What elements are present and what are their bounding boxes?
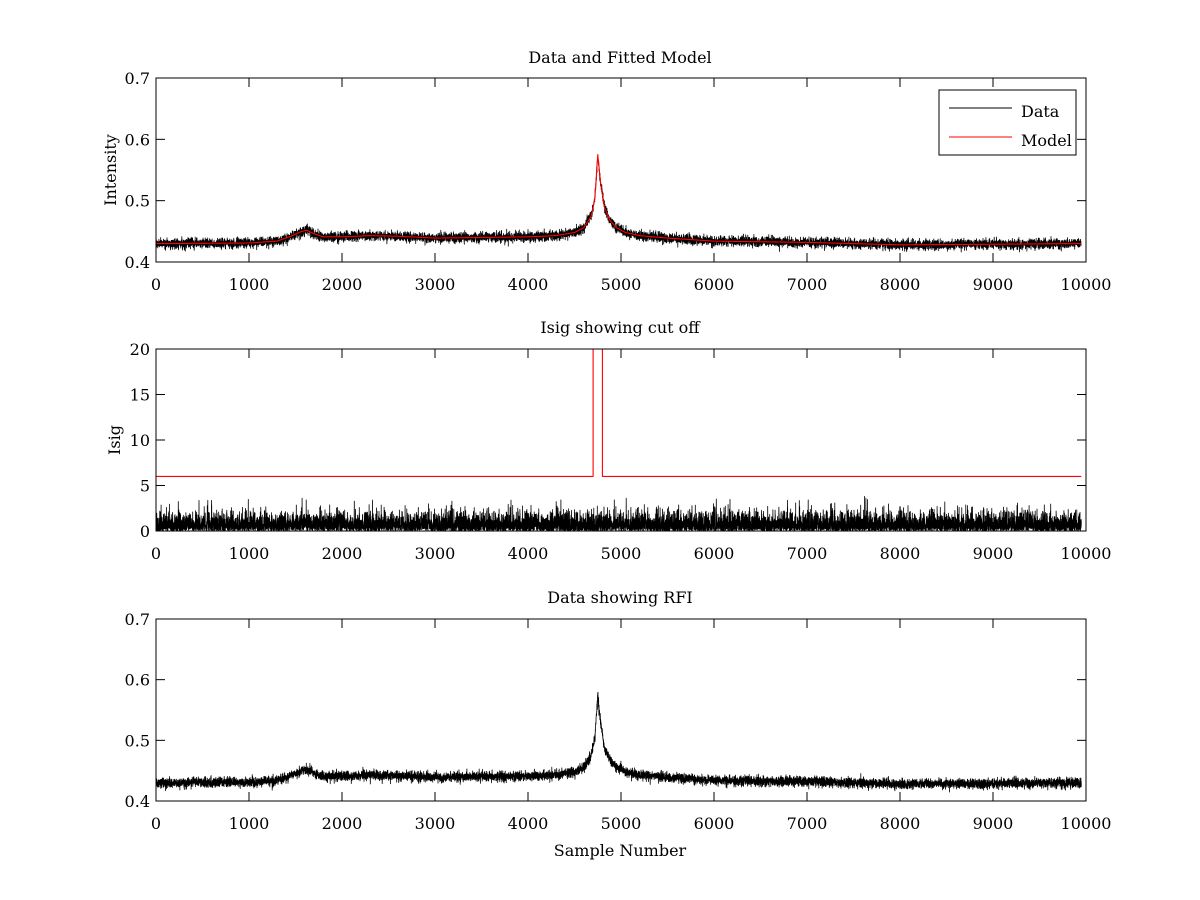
x-tick-label: 2000 — [322, 814, 363, 833]
panel-3-title: Data showing RFI — [547, 588, 692, 607]
x-tick-label: 5000 — [601, 544, 642, 563]
x-tick-label: 6000 — [694, 275, 735, 294]
y-tick-label: 10 — [130, 431, 150, 450]
panel-1-plot-area: 0 1000 2000 3000 4000 5000 6000 7000 8000 9000 100… — [125, 69, 1112, 294]
x-tick-label: 7000 — [787, 544, 828, 563]
panel-2-plot-area: 0 1000 2000 3000 4000 5000 6000 7000 8000 9000 100… — [130, 340, 1112, 563]
x-tick-label: 9000 — [973, 275, 1014, 294]
x-tick-label: 4000 — [508, 814, 549, 833]
panel-data-showing-rfi: Data showing RFI Sample Number 0 1000 2000… — [125, 588, 1112, 860]
x-tick-label: 9000 — [973, 544, 1014, 563]
panel-1-title: Data and Fitted Model — [528, 48, 711, 67]
x-tick-label: 7000 — [787, 275, 828, 294]
x-tick-label: 8000 — [880, 275, 921, 294]
x-tick-label: 10000 — [1061, 275, 1112, 294]
legend-box — [938, 89, 1077, 156]
x-tick-label: 2000 — [322, 275, 363, 294]
y-tick-label: 0 — [140, 522, 150, 541]
legend-label-model: Model — [1021, 131, 1072, 150]
x-tick-label: 6000 — [694, 544, 735, 563]
y-tick-label: 0.6 — [125, 671, 150, 690]
x-tick-label: 8000 — [880, 814, 921, 833]
panel-2-series-cut-off — [156, 349, 1082, 477]
x-tick-label: 4000 — [508, 275, 549, 294]
x-tick-label: 1000 — [229, 544, 270, 563]
panel-2-title: Isig showing cut off — [540, 318, 701, 337]
legend: Data Model — [938, 89, 1077, 156]
panel-data-and-fitted-model: Data and Fitted Model Intensity 0 1000 200… — [101, 48, 1111, 294]
x-tick-label: 2000 — [322, 544, 363, 563]
y-tick-label: 0.5 — [125, 731, 150, 750]
y-tick-label: 20 — [130, 340, 150, 359]
y-tick-label: 0.5 — [125, 192, 150, 211]
panel-3-series-group — [156, 691, 1082, 793]
panel-2-series-group — [156, 349, 1082, 531]
panel-2-ylabel: Isig — [105, 425, 124, 455]
x-tick-label: 0 — [151, 814, 161, 833]
x-tick-label: 1000 — [229, 814, 270, 833]
y-tick-label: 0.4 — [125, 792, 150, 811]
y-tick-label: 0.6 — [125, 130, 150, 149]
x-tick-label: 8000 — [880, 544, 921, 563]
y-tick-label: 15 — [130, 386, 150, 405]
panel-3-plot-area: 0 1000 2000 3000 4000 5000 6000 7000 8000 9000 100… — [125, 610, 1112, 833]
x-tick-label: 5000 — [601, 275, 642, 294]
legend-label-data: Data — [1021, 102, 1060, 121]
panel-2-series-isig — [156, 496, 1082, 531]
x-tick-label: 10000 — [1061, 544, 1112, 563]
x-tick-label: 3000 — [415, 814, 456, 833]
y-tick-label: 0.7 — [125, 610, 150, 629]
x-tick-label: 4000 — [508, 544, 549, 563]
panel-1-ylabel: Intensity — [101, 134, 120, 206]
x-tick-label: 0 — [151, 544, 161, 563]
x-tick-label: 6000 — [694, 814, 735, 833]
x-tick-label: 9000 — [973, 814, 1014, 833]
y-tick-label: 0.7 — [125, 69, 150, 88]
x-tick-label: 5000 — [601, 814, 642, 833]
panel-isig-showing-cut-off: Isig showing cut off Isig 0 1000 2000 3000 4… — [105, 318, 1111, 563]
panel-1-series-group — [156, 154, 1082, 253]
x-tick-label: 3000 — [415, 544, 456, 563]
x-tick-label: 7000 — [787, 814, 828, 833]
x-tick-label: 1000 — [229, 275, 270, 294]
y-tick-label: 0.4 — [125, 253, 150, 272]
x-tick-label: 10000 — [1061, 814, 1112, 833]
panel-1-series-model — [156, 154, 1082, 246]
panel-3-series-data — [156, 691, 1082, 793]
x-tick-label: 3000 — [415, 275, 456, 294]
y-tick-label: 5 — [140, 477, 150, 496]
x-tick-label: 0 — [151, 275, 161, 294]
panel-3-xlabel: Sample Number — [554, 841, 687, 860]
